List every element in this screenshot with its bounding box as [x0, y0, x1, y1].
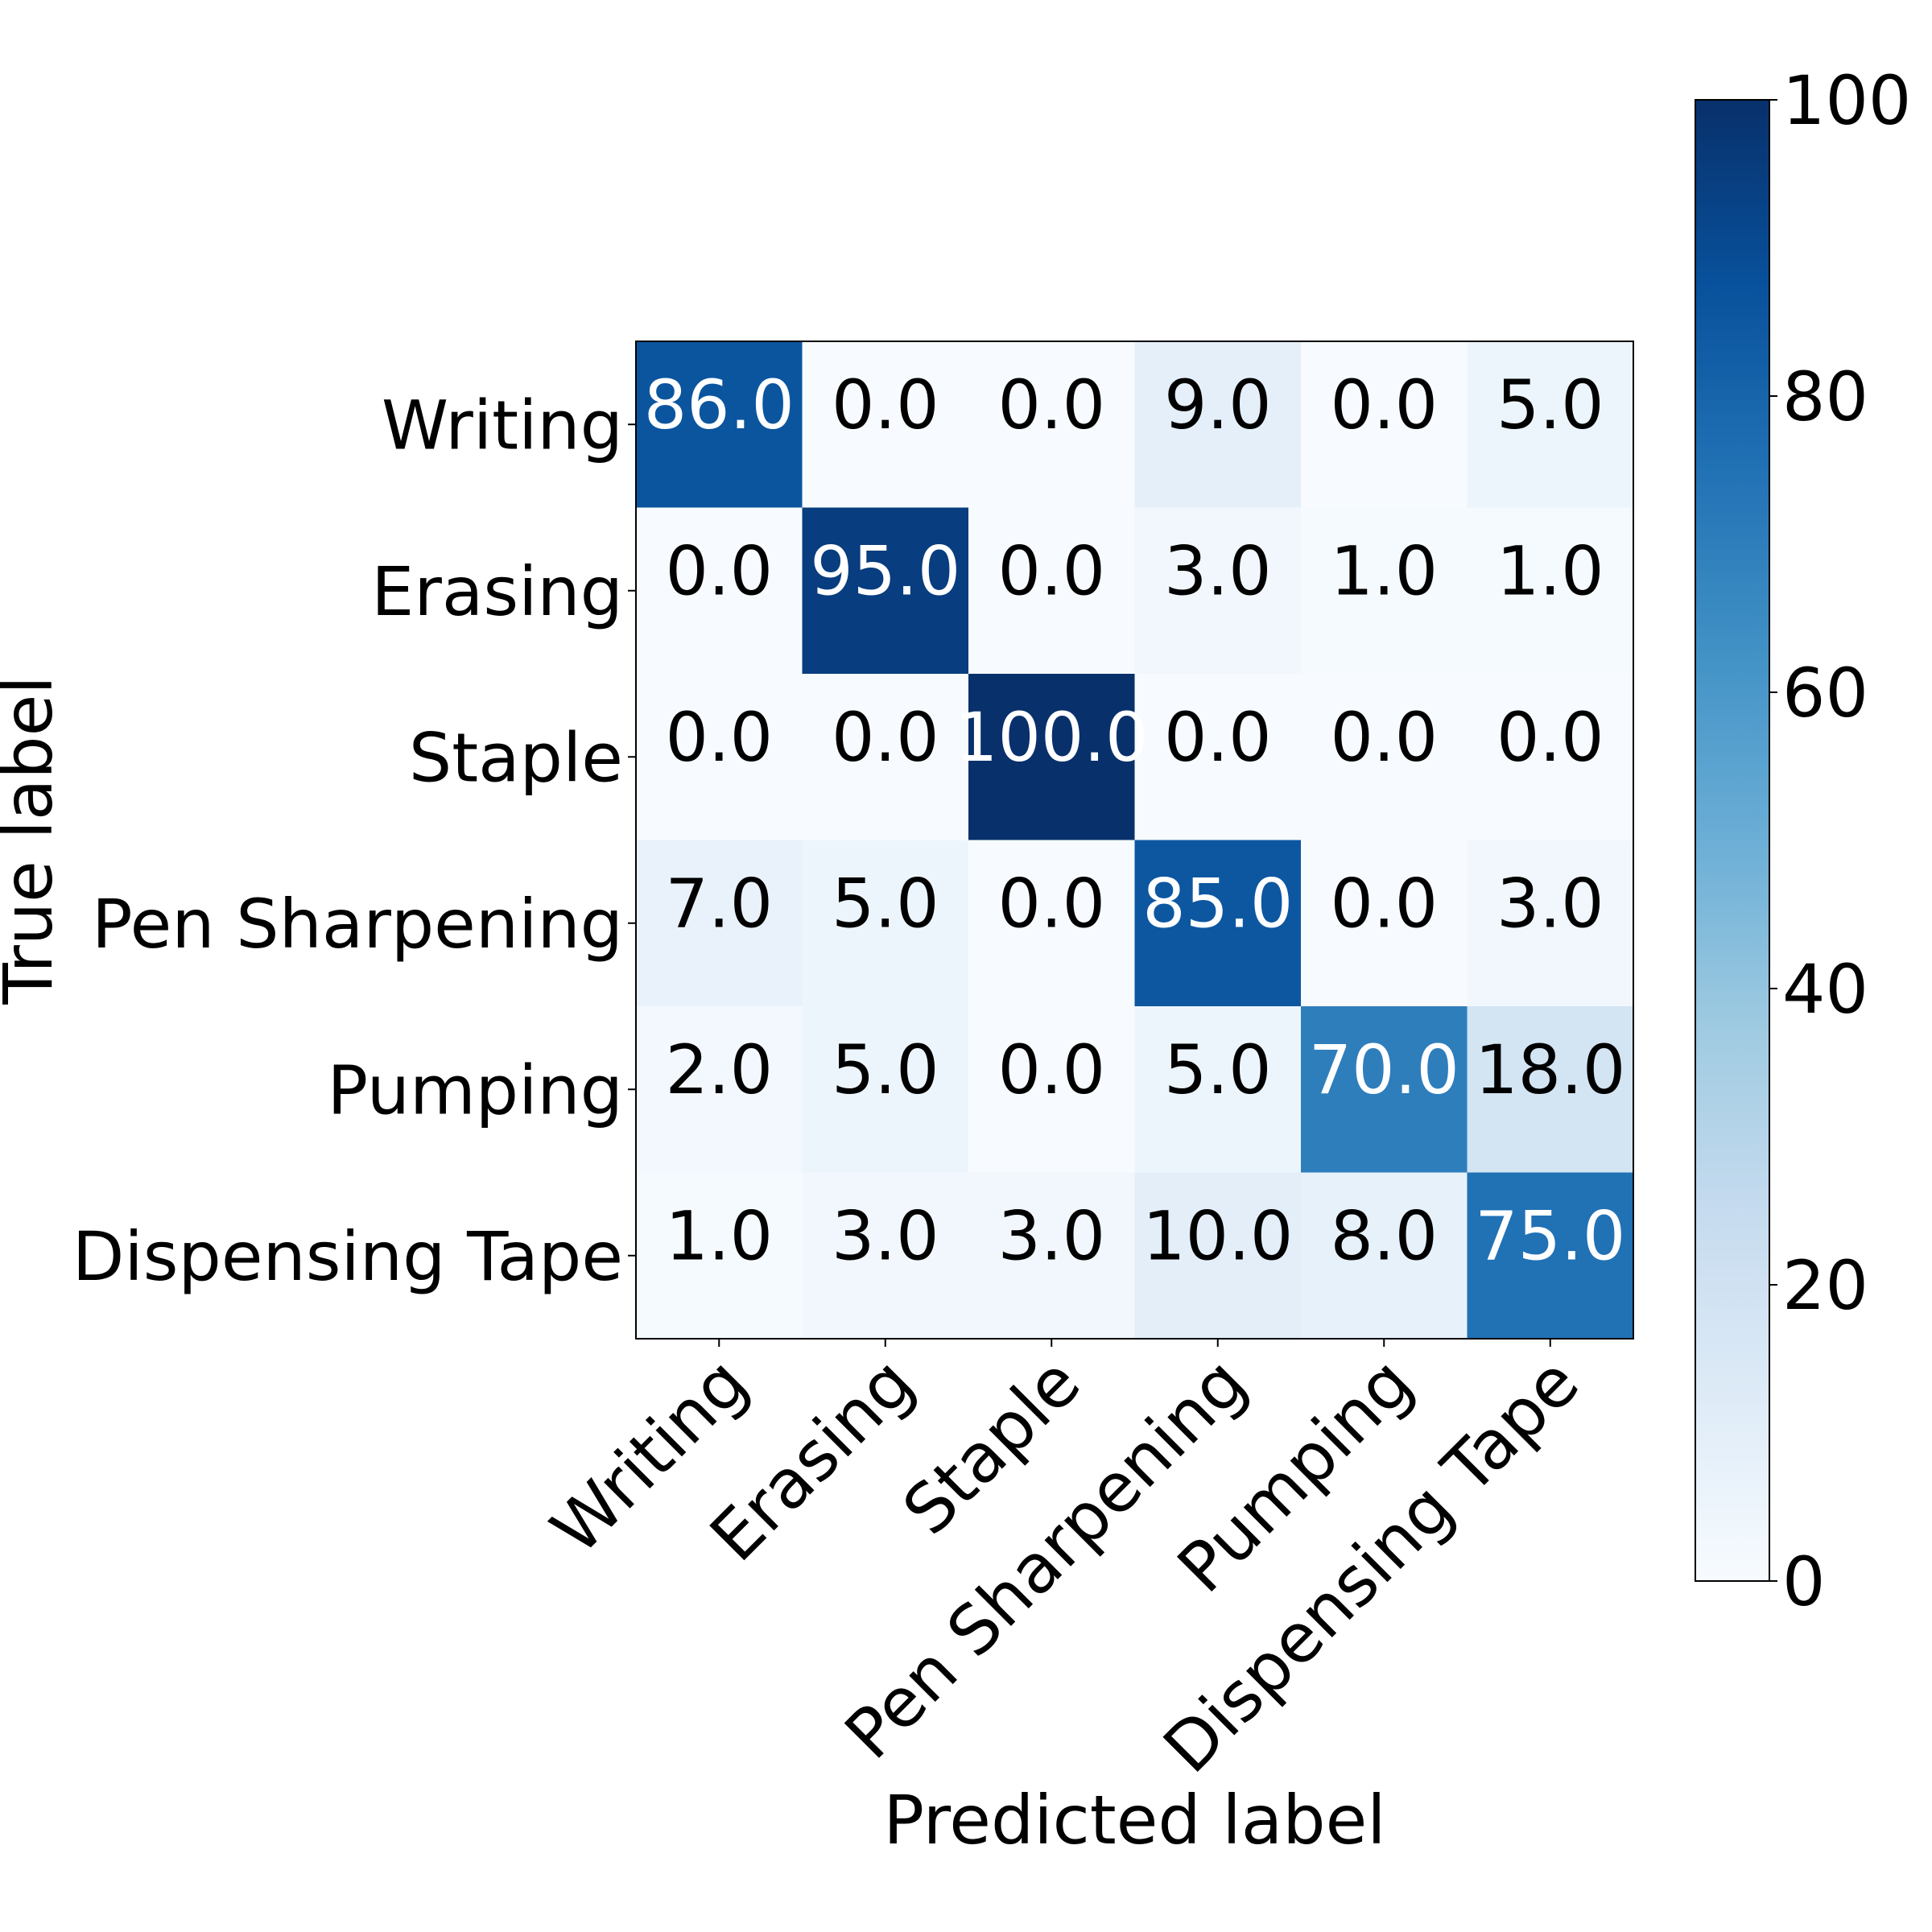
cell-value-label: 3.0 [997, 1197, 1105, 1276]
cell-value-label: 0.0 [997, 532, 1105, 611]
cell-value-label: 10.0 [1142, 1197, 1293, 1276]
cell-value-label: 3.0 [1164, 532, 1272, 611]
cell-value-label: 5.0 [832, 865, 939, 943]
cell-value-label: 18.0 [1475, 1030, 1625, 1109]
cell-value-label: 1.0 [1330, 532, 1438, 611]
cell-value-label: 1.0 [665, 1197, 773, 1276]
heatmap-cell [1467, 674, 1634, 840]
heatmap-cell [1301, 507, 1468, 675]
heatmap-cell-labels: 86.0 0.0 0.0 9.0 0.0 5.0 0.0 95.0 0.0 3.0 1.0 1.0 0.… [644, 365, 1626, 1276]
heatmap-cell [1134, 674, 1302, 840]
cell-value-label: 0.0 [832, 365, 939, 444]
heatmap-cell [636, 1006, 803, 1173]
heatmap-cell [1301, 674, 1468, 840]
cell-value-label: 5.0 [832, 1030, 939, 1109]
cell-value-label: 0.0 [1330, 865, 1438, 943]
cell-value-label: 0.0 [997, 865, 1105, 943]
heatmap-cell [636, 674, 803, 840]
heatmap-cell [802, 507, 969, 675]
plot-frame [635, 341, 1634, 1340]
cell-value-label: 3.0 [1496, 865, 1604, 943]
heatmap-cell [1301, 341, 1468, 508]
heatmap-cell [802, 1172, 969, 1340]
colorbar-tick-label: 40 [1782, 950, 1868, 1029]
heatmap-cell [968, 1006, 1135, 1173]
cell-value-label: 70.0 [1309, 1030, 1459, 1109]
heatmap-cell [802, 840, 969, 1007]
heatmap-cell [636, 840, 803, 1007]
cell-value-label: 0.0 [997, 1030, 1105, 1109]
heatmap-cell [1467, 507, 1634, 675]
colorbar-ticks: 0 20 40 60 80 100 [1769, 61, 1911, 1621]
heatmap-cells [636, 341, 1634, 1340]
y-tick-label: Staple [409, 718, 623, 797]
cell-value-label: 86.0 [644, 365, 795, 444]
colorbar-tick-label: 0 [1782, 1542, 1825, 1621]
cell-value-label: 0.0 [1164, 698, 1272, 777]
cell-value-label: 7.0 [665, 865, 773, 943]
heatmap-cell [802, 341, 969, 508]
cell-value-label: 0.0 [832, 698, 939, 777]
heatmap-cell [1467, 1172, 1634, 1340]
cell-value-label: 5.0 [1496, 365, 1604, 444]
y-axis-ticks: Writing Erasing Staple Pen Sharpening Pumpin… [72, 386, 636, 1296]
heatmap-cell [1301, 1006, 1468, 1173]
x-axis-label: Predicted label [883, 1781, 1385, 1860]
heatmap-cell [1134, 840, 1302, 1007]
heatmap-cell [1134, 1172, 1302, 1340]
heatmap-cell [1467, 341, 1634, 508]
cell-value-label: 0.0 [665, 532, 773, 611]
cell-value-label: 8.0 [1330, 1197, 1438, 1276]
heatmap-cell [1467, 1006, 1634, 1173]
cell-value-label: 1.0 [1496, 532, 1604, 611]
cell-value-label: 9.0 [1164, 365, 1272, 444]
y-tick-label: Pumping [328, 1051, 623, 1129]
heatmap-cell [1134, 341, 1302, 508]
heatmap-cell [1134, 507, 1302, 675]
cell-value-label: 95.0 [810, 532, 960, 611]
cell-value-label: 2.0 [665, 1030, 773, 1109]
cell-value-label: 0.0 [1496, 698, 1604, 777]
cell-value-label: 100.0 [955, 698, 1148, 777]
y-tick-label: Writing [382, 386, 623, 464]
heatmap-cell [802, 674, 969, 840]
colorbar-tick-label: 60 [1782, 654, 1868, 733]
y-tick-label: Dispensing Tape [72, 1217, 623, 1296]
heatmap-cell [1301, 840, 1468, 1007]
colorbar-tick-label: 100 [1782, 61, 1911, 140]
heatmap-cell [1134, 1006, 1302, 1173]
y-tick-label: Erasing [371, 552, 623, 631]
heatmap-cell [636, 1172, 803, 1340]
colorbar-tick-label: 80 [1782, 357, 1868, 436]
y-tick-label: Pen Sharpening [92, 885, 623, 964]
cell-value-label: 0.0 [1330, 698, 1438, 777]
heatmap-cell [968, 341, 1135, 508]
heatmap-cell [968, 507, 1135, 675]
cell-value-label: 85.0 [1142, 865, 1293, 943]
heatmap-cell [968, 674, 1135, 840]
heatmap-cell [968, 1172, 1135, 1340]
heatmap-cell [1301, 1172, 1468, 1340]
y-axis-label: True label [0, 675, 68, 1005]
heatmap-cell [1467, 840, 1634, 1007]
cell-value-label: 5.0 [1164, 1030, 1272, 1109]
heatmap-cell [636, 341, 803, 508]
cell-value-label: 0.0 [665, 698, 773, 777]
heatmap-cell [802, 1006, 969, 1173]
colorbar [1695, 99, 1770, 1582]
colorbar-tick-label: 20 [1782, 1246, 1868, 1325]
heatmap-cell [636, 507, 803, 675]
cell-value-label: 75.0 [1475, 1197, 1625, 1276]
heatmap-cell [968, 840, 1135, 1007]
cell-value-label: 0.0 [997, 365, 1105, 444]
cell-value-label: 3.0 [832, 1197, 939, 1276]
cell-value-label: 0.0 [1330, 365, 1438, 444]
